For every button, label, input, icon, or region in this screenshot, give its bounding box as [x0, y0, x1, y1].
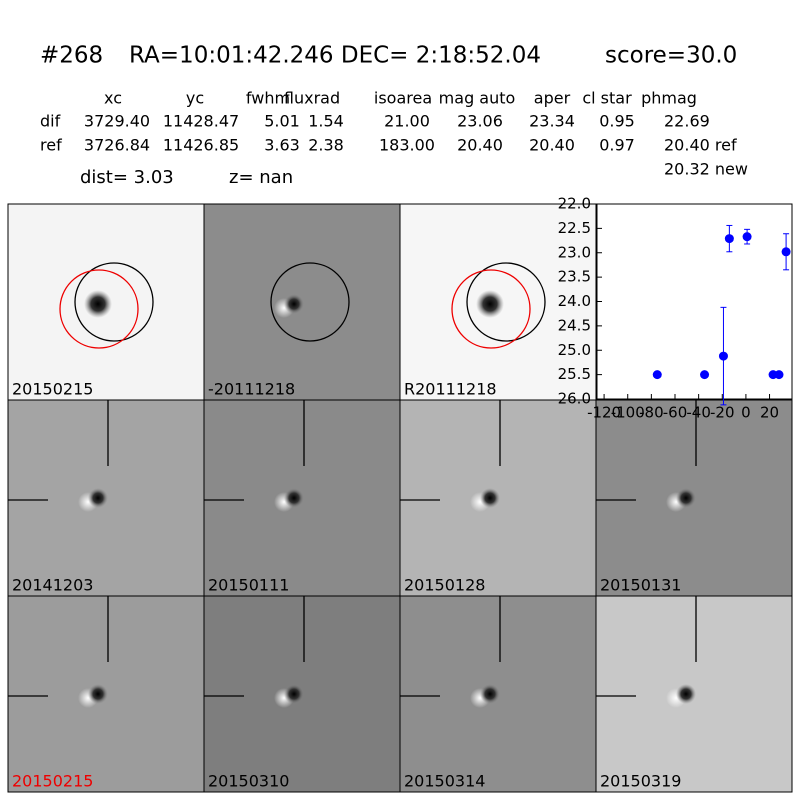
- stamp-label: -20111218: [208, 380, 295, 399]
- stamp-label: 20150310: [208, 772, 289, 791]
- table-cell: 20.40 ref: [664, 136, 737, 155]
- stamp-label: 20150215: [12, 772, 93, 791]
- dist: dist= 3.03: [80, 167, 174, 188]
- table-cell: 20.40: [529, 136, 575, 155]
- source: [284, 684, 304, 704]
- y-tick-label: 23.5: [558, 268, 591, 286]
- table-cell: 183.00: [379, 136, 435, 155]
- x-tick-label: -40: [686, 404, 711, 422]
- aperture-ref: [59, 269, 139, 349]
- row-label: dif: [40, 112, 61, 131]
- stamp-label: 20141203: [12, 576, 93, 595]
- y-tick-label: 24.5: [558, 316, 591, 334]
- stamp-label: R20111218: [404, 380, 497, 399]
- stamp-label: 20150111: [208, 576, 289, 595]
- table-cell: 3.63: [264, 136, 300, 155]
- y-tick-label: 24.0: [558, 292, 591, 310]
- y-tick-label: 23.0: [558, 243, 591, 261]
- source: [676, 684, 696, 704]
- column-header: isoarea: [374, 89, 432, 108]
- table-cell: 5.01: [264, 112, 300, 131]
- column-header: cl star: [582, 89, 632, 108]
- column-header: yc: [186, 89, 204, 108]
- column-header: fwhm: [246, 89, 290, 108]
- phmag-new: 20.32 new: [664, 160, 748, 179]
- point: [652, 370, 662, 380]
- point: [781, 247, 791, 257]
- x-tick-label: -80: [639, 404, 664, 422]
- table-cell: 23.34: [529, 112, 575, 131]
- x-tick-label: -120: [587, 404, 621, 422]
- table-cell: 0.97: [599, 136, 635, 155]
- point: [700, 370, 710, 380]
- stamp-label: 20150128: [404, 576, 485, 595]
- y-tick-label: 22.5: [558, 219, 591, 237]
- table-cell: 11428.47: [163, 112, 239, 131]
- id: #268: [40, 43, 103, 69]
- column-header: fluxrad: [284, 89, 340, 108]
- x-tick-label: -60: [663, 404, 688, 422]
- plot-area: [596, 203, 793, 400]
- coords: RA=10:01:42.246 DEC= 2:18:52.04: [129, 43, 541, 69]
- stamp-label: 20150319: [600, 772, 681, 791]
- row-label: ref: [40, 136, 62, 155]
- table-cell: 21.00: [384, 112, 430, 131]
- stamp-label: 20150215: [12, 380, 93, 399]
- stamp-label: 20150314: [404, 772, 485, 791]
- x-tick-label: 0: [741, 404, 751, 422]
- aperture: [466, 262, 546, 342]
- redshift: z= nan: [229, 167, 293, 188]
- source: [284, 488, 304, 508]
- y-tick-label: 26.0: [558, 390, 591, 408]
- score: score=30.0: [605, 43, 737, 69]
- x-tick-label: 20: [760, 404, 779, 422]
- column-header: aper: [534, 89, 571, 108]
- column-header: phmag: [641, 89, 697, 108]
- x-tick-label: -100: [611, 404, 645, 422]
- aperture-ref: [451, 269, 531, 349]
- source: [676, 488, 696, 508]
- table-cell: 1.54: [308, 112, 344, 131]
- y-tick-label: 25.0: [558, 341, 591, 359]
- table-cell: 22.69: [664, 112, 710, 131]
- point: [742, 232, 752, 242]
- source: [480, 684, 500, 704]
- stamp-label: 20150131: [600, 576, 681, 595]
- table-cell: 2.38: [308, 136, 344, 155]
- aperture: [270, 262, 350, 342]
- source: [480, 488, 500, 508]
- y-tick-label: 25.5: [558, 365, 591, 383]
- column-header: mag auto: [439, 89, 516, 108]
- table-cell: 3729.40: [84, 112, 150, 131]
- table-cell: 20.40: [457, 136, 503, 155]
- table-cell: 3726.84: [84, 136, 150, 155]
- table-cell: 11426.85: [163, 136, 239, 155]
- table-cell: 0.95: [599, 112, 635, 131]
- source: [284, 294, 304, 314]
- source: [88, 488, 108, 508]
- point: [718, 351, 728, 361]
- column-header: xc: [104, 89, 122, 108]
- source: [84, 290, 112, 318]
- table-cell: 23.06: [457, 112, 503, 131]
- source: [476, 290, 504, 318]
- point: [724, 234, 734, 244]
- source: [88, 684, 108, 704]
- point: [774, 370, 784, 380]
- x-tick-label: -20: [710, 404, 735, 422]
- y-tick-label: 22.0: [558, 195, 591, 213]
- aperture: [74, 262, 154, 342]
